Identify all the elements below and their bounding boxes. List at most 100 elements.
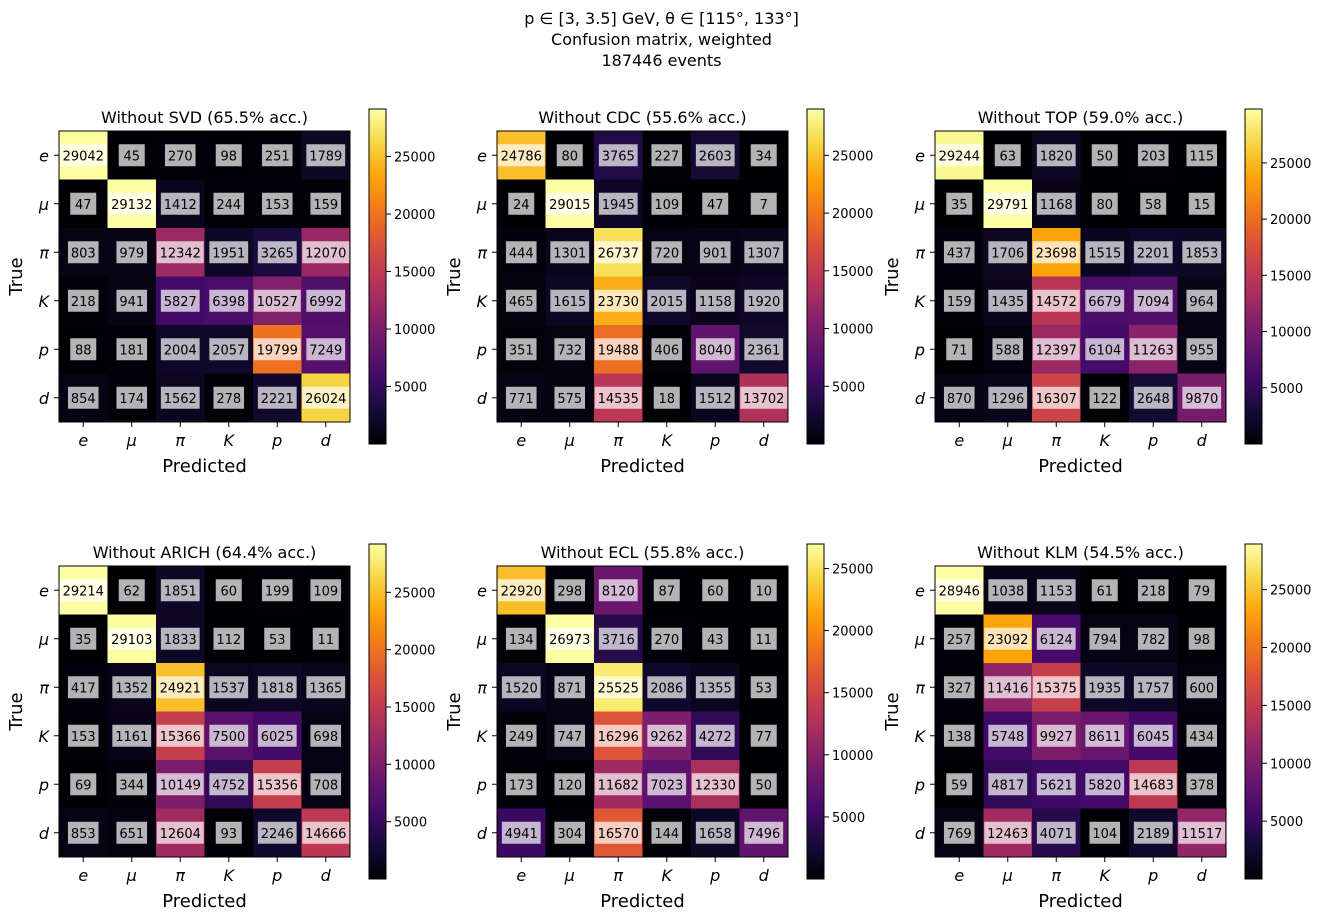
panel-4-colorbar-tick-label: 20000	[394, 644, 435, 659]
panel-2-cell-label: 26737	[598, 246, 639, 261]
panel-2-cell-label: 465	[509, 295, 534, 310]
panel-4-cell-label-box	[209, 773, 249, 796]
panel-6-cell-label-box	[943, 724, 975, 747]
panel-3-cell-label-box	[1085, 289, 1125, 312]
panel-2-cell-label-box	[695, 144, 735, 167]
panel-6-cell-label: 218	[1141, 584, 1166, 599]
panel-5-cell-label-box	[505, 627, 537, 650]
panel-4-cell-label: 199	[265, 584, 290, 599]
panel-4-cell-label: 11	[317, 633, 334, 648]
panel-5-cell-label-box	[702, 579, 729, 602]
panel-2-cell-label: 47	[707, 198, 724, 213]
panel-5-cell-label: 173	[509, 778, 534, 793]
panel-2-cell-label-box	[750, 144, 777, 167]
panel-3-cell-label: 1853	[1185, 246, 1218, 261]
panel-4-cell-label: 112	[216, 633, 241, 648]
panel-4-cell-label: 6025	[261, 730, 294, 745]
panel-1-cell-label: 7249	[309, 343, 342, 358]
panel-5-x-tick-label: μ	[564, 866, 575, 885]
panel-2-cell-label-box	[647, 289, 687, 312]
panel-6-cell-label: 769	[947, 827, 972, 842]
panel-4-cell-label: 1851	[164, 584, 197, 599]
panel-6-cell-label: 6124	[1040, 633, 1073, 648]
panel-3-cell-label-box	[984, 192, 1032, 215]
panel-1-cell-label-box	[213, 386, 245, 409]
panel-6-cell-label: 378	[1189, 778, 1214, 793]
panel-2-cell-label-box	[744, 338, 784, 361]
panel-3-cell-label-box	[946, 192, 973, 215]
panel-2-cell-label: 80	[561, 149, 578, 164]
panel-2-cell-label: 1920	[747, 295, 780, 310]
panel-4-cell-label-box	[116, 821, 148, 844]
panel-4-x-tick-label: π	[175, 866, 185, 885]
panel-3-y-tick-label: p	[914, 340, 925, 359]
panel-1-y-axis-label: True	[6, 257, 27, 296]
panel-3-cell-label: 16307	[1036, 392, 1077, 407]
panel-1-title: Without SVD (65.5% acc.)	[101, 108, 308, 127]
panel-2-cell-label: 14535	[598, 392, 639, 407]
panel-1-x-tick-label: d	[321, 431, 332, 450]
panel-2-x-tick-label: μ	[564, 431, 575, 450]
panel-6-x-tick-label: d	[1197, 866, 1208, 885]
panel-1-cell-label-box	[67, 386, 99, 409]
panel-1-cell-label: 19799	[257, 343, 298, 358]
panel-5-colorbar-tick-label: 15000	[832, 687, 873, 702]
panel-6-y-tick-label: d	[915, 824, 926, 843]
panel-3-cell-label: 80	[1096, 198, 1113, 213]
panel-1-colorbar-tick-label: 20000	[394, 208, 435, 223]
panel-2-cell-label: 1512	[699, 392, 732, 407]
panel-6-cell-label: 794	[1092, 633, 1117, 648]
panel-1-cell-label: 251	[265, 149, 290, 164]
panel-6-cell-label: 4817	[991, 778, 1024, 793]
panel-5-x-tick-label: d	[759, 866, 770, 885]
panel-6-cell-label: 28946	[939, 584, 980, 599]
panel-4-cell-label: 417	[71, 681, 96, 696]
panel-4-frame	[58, 565, 351, 858]
panel-6-cell-label-box	[1036, 773, 1076, 796]
panel-6-cell-label: 23092	[987, 633, 1028, 648]
panel-2-cell-label: 406	[654, 343, 679, 358]
panel-5-cell-label: 249	[509, 730, 534, 745]
panel-6-y-axis-label: True	[882, 692, 903, 731]
panel-3-cell-label-box	[1032, 338, 1080, 361]
panel-3-cell-label-box	[992, 338, 1024, 361]
panel-2-cell-label-box	[750, 192, 777, 215]
panel-6-cell-label-box	[1133, 676, 1173, 699]
panel-2-cell-label: 23730	[598, 295, 639, 310]
panel-2-cell-label: 1307	[747, 246, 780, 261]
panel-5-colorbar-tick-label: 25000	[832, 563, 873, 578]
panel-2-cell-label-box	[744, 241, 784, 264]
panel-6-colorbar-tick-label: 15000	[1270, 699, 1311, 714]
panel-1-y-tick-label: π	[39, 243, 49, 262]
panel-6-cell-label-box	[1188, 627, 1215, 650]
panel-5-cell-label: 270	[654, 633, 679, 648]
panel-1-y-tick-label: d	[39, 389, 50, 408]
panel-3-cell-label: 115	[1189, 149, 1214, 164]
panel-4-cell-label: 1365	[309, 681, 342, 696]
panel-1-cell-label: 29132	[111, 198, 152, 213]
panel-6-cell-label-box	[946, 773, 973, 796]
panel-4-cell-label: 153	[71, 730, 96, 745]
panel-2-cell-label-box	[554, 338, 586, 361]
panel-3-cell-label-box	[1089, 386, 1121, 409]
panel-6-cell-label-box	[988, 773, 1028, 796]
panel-2-cell-label-box	[594, 338, 642, 361]
panel-4-colorbar	[368, 543, 387, 880]
panel-2-colorbar	[806, 108, 825, 445]
panel-3-colorbar	[1244, 108, 1263, 445]
panel-3-cell-label-box	[1133, 241, 1173, 264]
panel-1-cell-label-box	[160, 289, 200, 312]
panel-5-cell-label-box	[546, 627, 594, 650]
panel-4-x-tick-label: p	[271, 866, 282, 885]
panel-2-cell-label: 351	[509, 343, 534, 358]
panel-1-cell-label-box	[306, 289, 346, 312]
panel-2-cell-label-box	[505, 386, 537, 409]
panel-6-cell-label: 104	[1092, 827, 1117, 842]
panel-6-cell-label: 59	[951, 778, 968, 793]
panel-5-cell-label-box	[594, 676, 642, 699]
panel-2-cell-label: 24786	[501, 149, 542, 164]
panel-4-cell-label-box	[306, 676, 346, 699]
panel-1-cell-label: 153	[265, 198, 290, 213]
panel-6-cell-label: 327	[947, 681, 972, 696]
panel-4-cell-label-box	[160, 627, 200, 650]
